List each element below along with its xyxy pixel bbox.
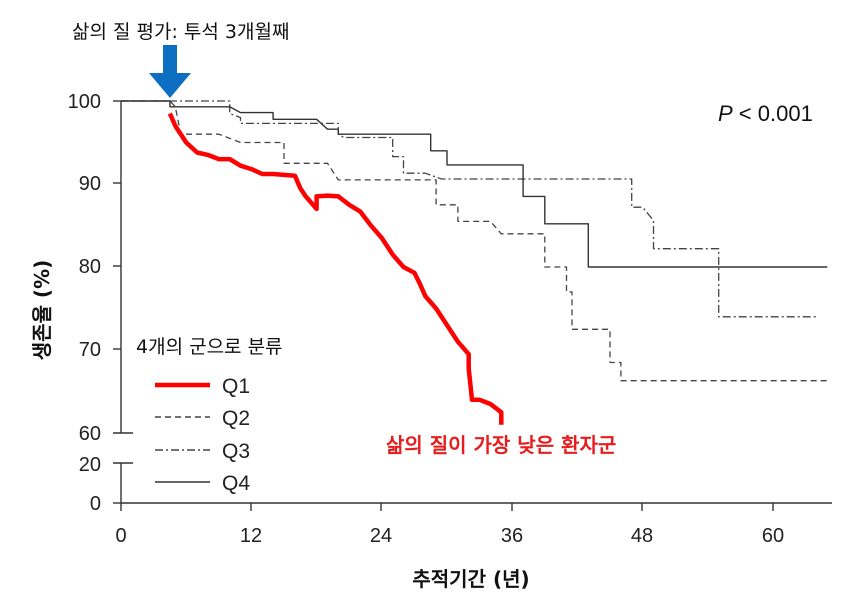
legend-label-q2: Q2	[222, 407, 250, 430]
x-tick-label: 36	[501, 525, 523, 547]
x-axis-title: 추적기간 (년)	[412, 567, 529, 591]
assessment-annotation: 삶의 질 평가: 투석 3개월째	[72, 21, 289, 43]
p-value: P < 0.001	[718, 101, 813, 126]
series-line-q3	[121, 100, 817, 318]
x-tick-label: 12	[240, 525, 262, 547]
y-axis	[113, 100, 133, 504]
legend-label-q4: Q4	[222, 472, 250, 495]
x-axis	[120, 502, 832, 511]
x-tick-label: 24	[370, 525, 392, 547]
y-tick-label: 70	[79, 339, 101, 361]
grouping-note: 4개의 군으로 분류	[136, 336, 283, 358]
arrow-down-icon	[149, 45, 191, 98]
legend-label-q1: Q1	[222, 375, 250, 398]
series-line-q4	[121, 100, 828, 268]
lowest-group-annotation: 삶의 질이 가장 낮은 환자군	[386, 433, 616, 457]
y-tick-label: 20	[79, 454, 101, 476]
series-layer	[121, 100, 828, 425]
y-tick-label: 100	[68, 91, 101, 113]
y-tick-label: 60	[79, 423, 101, 445]
x-tick-label: 48	[631, 525, 653, 547]
series-line-q2	[121, 100, 828, 382]
y-axis-title: 생존율 (%)	[30, 260, 54, 360]
x-tick-label: 60	[762, 525, 784, 547]
y-tick-label: 90	[79, 173, 101, 195]
x-tick-label: 0	[115, 525, 126, 547]
series-line-q1	[167, 112, 504, 425]
legend-label-q3: Q3	[222, 440, 250, 463]
legend: Q1 Q2 Q3 Q4	[155, 375, 250, 495]
y-tick-label: 80	[79, 256, 101, 278]
y-tick-label: 0	[90, 493, 101, 515]
